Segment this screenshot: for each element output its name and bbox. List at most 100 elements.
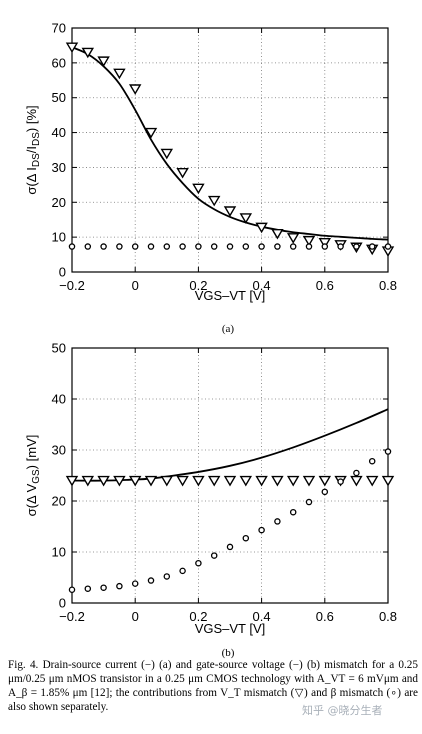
vt-mismatch-marker: [176, 167, 189, 179]
x-tick-label: 0.2: [189, 278, 207, 293]
beta-mismatch-marker: [210, 243, 218, 250]
y-axis-label-part: ) [mV]: [24, 435, 39, 470]
vt-mismatch-marker: [144, 127, 158, 139]
plot-frame: [71, 347, 389, 604]
y-tick-label: 50: [52, 90, 66, 105]
y-tick-label: 40: [52, 125, 66, 140]
beta-mismatch-marker: [195, 559, 202, 567]
y-tick-label: 30: [52, 443, 66, 458]
vt-mismatch-marker: [350, 475, 363, 487]
vt-mismatch-marker: [81, 47, 95, 59]
beta-mismatch-marker: [337, 243, 344, 250]
x-tick-label: 0.4: [253, 609, 271, 624]
vt-mismatch-marker: [318, 475, 332, 487]
beta-mismatch-marker: [368, 457, 376, 465]
beta-mismatch-marker: [179, 567, 186, 575]
beta-mismatch-marker: [353, 243, 360, 250]
beta-mismatch-marker: [68, 586, 76, 593]
y-tick-label: 30: [52, 160, 66, 175]
vt-mismatch-marker: [192, 475, 205, 487]
vt-mismatch-marker: [128, 475, 142, 487]
vt-mismatch-marker: [192, 183, 205, 195]
y-axis-label-part: σ(Δ I: [24, 167, 39, 195]
beta-mismatch-marker: [210, 552, 218, 559]
y-tick-label: 40: [52, 392, 66, 407]
beta-mismatch-marker: [226, 243, 234, 250]
figure-caption: Fig. 4. Drain-source current (−) (a) and…: [8, 658, 418, 714]
y-axis-label-part: /I: [24, 146, 39, 153]
beta-mismatch-marker: [274, 243, 281, 250]
beta-mismatch-marker: [147, 243, 155, 250]
vt-mismatch-marker: [286, 233, 300, 244]
vt-mismatch-marker: [113, 68, 126, 80]
beta-mismatch-marker: [195, 243, 202, 250]
vt-mismatch-marker: [144, 475, 158, 487]
beta-mismatch-marker: [368, 243, 376, 250]
y-axis-label: σ(Δ VGS) [mV]: [24, 435, 42, 517]
beta-mismatch-marker: [179, 243, 186, 250]
vt-mismatch-marker: [381, 475, 395, 487]
x-tick-label: 0: [132, 278, 139, 293]
beta-mismatch-marker: [242, 534, 250, 542]
vt-mismatch-marker: [271, 228, 284, 240]
beta-mismatch-marker: [131, 580, 139, 587]
beta-mismatch-marker: [384, 243, 392, 250]
vt-mismatch-marker: [207, 475, 221, 487]
caption-fig-number: Fig. 4.: [8, 659, 39, 671]
beta-mismatch-marker: [163, 243, 171, 250]
series-total-line: [71, 408, 389, 482]
beta-mismatch-marker: [116, 582, 123, 590]
x-tick-label: 0.8: [379, 278, 397, 293]
beta-mismatch-marker: [258, 526, 265, 534]
vt-mismatch-marker: [271, 475, 284, 487]
vt-mismatch-marker: [97, 475, 110, 487]
beta-mismatch-marker: [305, 243, 313, 250]
x-axis-label: VGS–VT [V]: [195, 288, 266, 303]
caption-text: Drain-source current (−) (a) and gate-so…: [8, 659, 418, 713]
x-tick-label: 0: [132, 609, 139, 624]
y-tick-label: 60: [52, 55, 66, 70]
vt-mismatch-marker: [65, 475, 79, 487]
x-tick-label: 0.6: [316, 609, 334, 624]
vt-mismatch-marker: [97, 56, 110, 67]
x-tick-label: 0.6: [316, 278, 334, 293]
y-axis-label-subscript: DS: [31, 153, 42, 167]
x-tick-label: 0.8: [379, 609, 397, 624]
beta-mismatch-marker: [226, 543, 234, 551]
beta-mismatch-marker: [84, 585, 92, 592]
watermark: 知乎 @晓分生者: [302, 704, 383, 717]
beta-mismatch-marker: [100, 243, 107, 250]
x-tick-label: −0.2: [59, 278, 85, 293]
vt-mismatch-marker: [302, 475, 316, 487]
y-axis-label-part: σ(Δ V: [24, 483, 39, 516]
y-axis-label: σ(Δ IDS/IDS) [%]: [24, 105, 42, 194]
vt-mismatch-marker: [81, 475, 95, 487]
beta-mismatch-marker: [147, 577, 155, 584]
beta-mismatch-marker: [305, 498, 313, 506]
vt-mismatch-marker: [318, 238, 332, 249]
beta-mismatch-marker: [242, 243, 250, 250]
beta-mismatch-marker: [100, 584, 107, 591]
panel-label: (b): [222, 647, 235, 659]
vt-mismatch-marker: [128, 84, 142, 95]
y-tick-label: 10: [52, 545, 66, 560]
vt-mismatch-marker: [365, 475, 379, 487]
x-tick-label: 0.4: [253, 278, 271, 293]
vt-mismatch-marker: [113, 475, 126, 487]
vt-mismatch-marker: [255, 222, 268, 234]
panel-label: (a): [222, 323, 235, 335]
y-tick-label: 10: [52, 230, 66, 245]
x-tick-label: −0.2: [59, 609, 85, 624]
beta-mismatch-marker: [289, 243, 297, 250]
beta-mismatch-marker: [289, 508, 297, 516]
vt-mismatch-marker: [239, 213, 253, 224]
y-tick-label: 0: [59, 596, 66, 611]
y-tick-label: 20: [52, 195, 66, 210]
vt-mismatch-marker: [255, 475, 268, 487]
y-axis-label-subscript: DS: [31, 132, 42, 146]
beta-mismatch-marker: [353, 469, 360, 477]
beta-mismatch-marker: [163, 573, 171, 580]
